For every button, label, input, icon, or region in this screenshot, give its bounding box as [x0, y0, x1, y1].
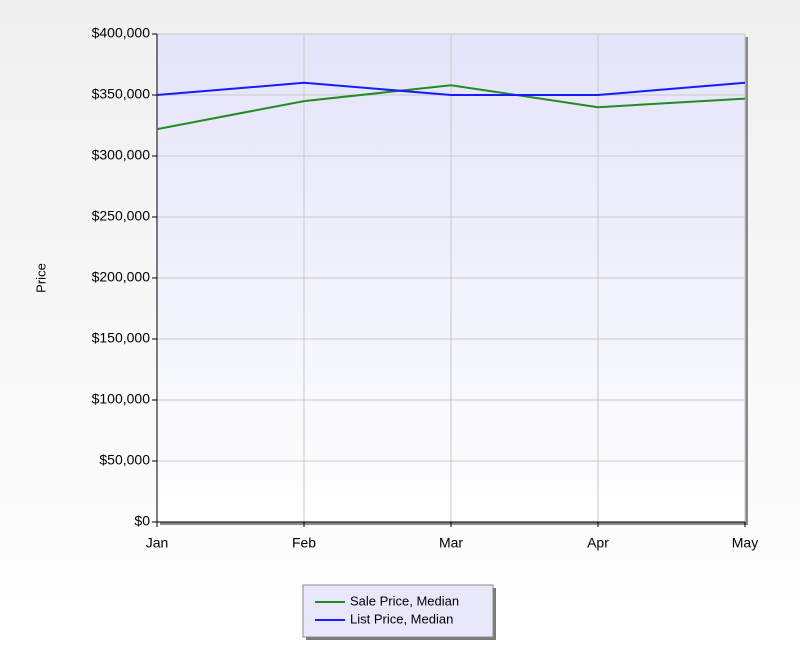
y-tick-label: $0: [134, 513, 150, 529]
x-tick-label: May: [732, 535, 758, 551]
y-tick-label: $300,000: [92, 147, 151, 163]
x-tick-label: Mar: [439, 535, 463, 551]
y-tick-label: $250,000: [92, 208, 151, 224]
y-tick-label: $350,000: [92, 86, 151, 102]
x-tick-label: Apr: [587, 535, 609, 551]
legend: [302, 584, 494, 638]
x-tick-label: Jan: [146, 535, 169, 551]
y-tick-label: $100,000: [92, 391, 151, 407]
x-tick-label: Feb: [292, 535, 316, 551]
legend-items: Sale Price, Median List Price, Median: [315, 593, 459, 626]
series: [156, 81, 746, 131]
legend-label: List Price, Median: [350, 611, 453, 626]
series-line: [156, 84, 746, 131]
y-tick-label: $50,000: [99, 452, 150, 468]
grid: [156, 33, 746, 523]
y-tick-label: $400,000: [92, 25, 151, 41]
legend-label: Sale Price, Median: [350, 593, 459, 608]
y-tick-label: $150,000: [92, 330, 151, 346]
y-axis-label: Price: [33, 263, 48, 293]
y-tick-label: $200,000: [92, 269, 151, 285]
series-line: [156, 81, 746, 96]
